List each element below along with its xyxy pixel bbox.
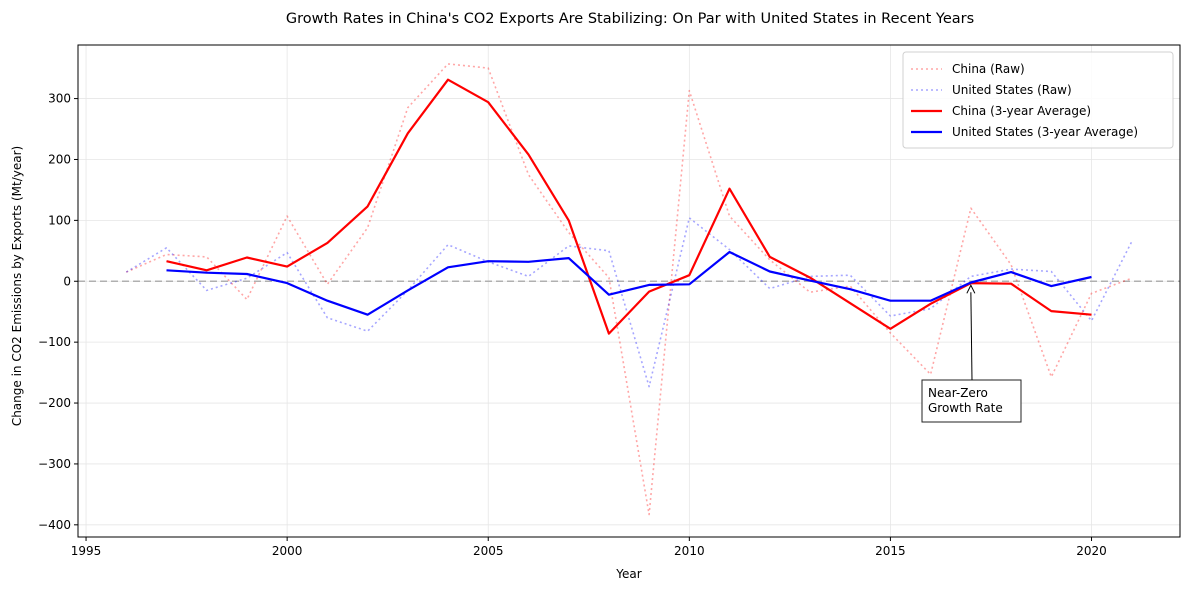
series-line-3 [166, 250, 1092, 316]
annotation-text: Near-Zero [928, 386, 988, 400]
x-tick-label: 2010 [674, 544, 705, 558]
y-axis-label: Change in CO2 Emissions by Exports (Mt/y… [10, 146, 24, 426]
legend-label-3: United States (3-year Average) [952, 125, 1138, 139]
legend: China (Raw) United States (Raw) China (3-y… [902, 51, 1174, 149]
chart-title: Growth Rates in China's CO2 Exports Are … [286, 11, 974, 27]
y-tick-label: −300 [38, 457, 71, 471]
y-tick-label: 300 [48, 92, 71, 106]
plot-frame [77, 44, 1181, 538]
x-tick-label: 2015 [875, 544, 906, 558]
annotation-text: Growth Rate [928, 401, 1003, 415]
x-tick-label: 2005 [473, 544, 504, 558]
x-axis-label: Year [615, 567, 641, 581]
series-line-2 [166, 78, 1092, 335]
y-tick-label: 100 [48, 213, 71, 227]
legend-label-1: United States (Raw) [952, 83, 1072, 97]
annotation-arrowhead [966, 284, 976, 294]
series-line-1 [125, 217, 1133, 388]
x-tick-label: 2020 [1076, 544, 1107, 558]
legend-label-0: China (Raw) [952, 62, 1025, 76]
y-tick-label: −200 [38, 396, 71, 410]
x-tick-label: 2000 [272, 544, 303, 558]
legend-label-2: China (3-year Average) [952, 104, 1091, 118]
plot-area: 1995 2000 2005 2010 2015 2020−400−300−200−100… [38, 44, 1181, 558]
y-tick-label: −100 [38, 335, 71, 349]
y-tick-label: 200 [48, 152, 71, 166]
annotation-arrow [970, 292, 973, 381]
series-line-0 [125, 63, 1132, 516]
y-tick-label: 0 [63, 274, 71, 288]
legend-box [902, 51, 1174, 149]
x-tick-label: 1995 [71, 544, 102, 558]
y-tick-label: −400 [38, 518, 71, 532]
